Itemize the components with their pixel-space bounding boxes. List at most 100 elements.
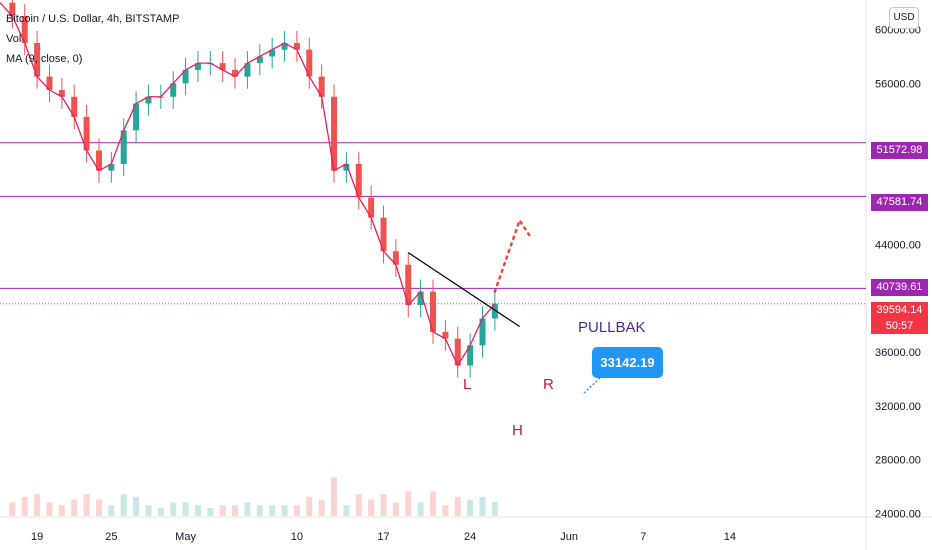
- y-tick-label: 36000.00: [875, 347, 921, 359]
- volume-bar: [170, 502, 177, 516]
- candle-body: [491, 303, 498, 319]
- candle-body: [244, 63, 251, 77]
- current-price: 39594.14: [876, 304, 923, 316]
- x-tick-label: 14: [724, 531, 736, 543]
- candle-body: [133, 103, 140, 131]
- x-tick-label: 25: [105, 531, 117, 543]
- candle-body: [318, 76, 325, 97]
- volume-bar: [442, 505, 449, 516]
- volume-bar: [21, 496, 28, 516]
- volume-bar: [380, 494, 387, 516]
- volume-bar: [207, 508, 214, 516]
- candle-body: [46, 76, 53, 91]
- volume-bar: [368, 499, 375, 516]
- volume-bar: [219, 505, 226, 516]
- price-callout[interactable]: 33142.19: [592, 347, 663, 378]
- current-price-tag: 39594.14 50:57: [871, 302, 928, 334]
- currency-button[interactable]: USD: [889, 7, 919, 29]
- candle-body: [269, 49, 276, 57]
- volume-bar: [256, 505, 263, 516]
- volume-bar: [430, 491, 436, 516]
- candle-body: [392, 251, 399, 265]
- candle-body: [343, 163, 350, 171]
- candle-body: [467, 345, 474, 366]
- volume-bar: [454, 496, 461, 516]
- volume-bar: [355, 494, 362, 516]
- x-tick-label: 19: [31, 531, 43, 543]
- projection-path: [493, 217, 534, 293]
- candle-body: [430, 291, 436, 332]
- candle-body: [120, 130, 127, 164]
- candle-body: [232, 69, 239, 77]
- volume-bar: [58, 505, 65, 516]
- candle-body: [145, 96, 152, 104]
- candle-body: [71, 96, 78, 117]
- volume-bar: [417, 502, 424, 516]
- volume-bar: [232, 505, 239, 516]
- level-tag-40739: 40739.61: [871, 279, 928, 296]
- x-tick-label: 24: [464, 531, 476, 543]
- volume-bar: [194, 505, 201, 516]
- volume-bar: [157, 508, 164, 516]
- volume-bar: [34, 494, 41, 516]
- candle-body: [194, 63, 201, 70]
- y-tick-label: 28000.00: [875, 455, 921, 467]
- volume-bar: [244, 502, 251, 516]
- bar-countdown: 50:57: [885, 320, 914, 332]
- level-tag-51572: 51572.98: [871, 142, 928, 159]
- volume-bar: [120, 494, 127, 516]
- candle-body: [95, 150, 102, 171]
- x-tick-label: 7: [640, 531, 646, 543]
- pullback-label: PULLBAK: [578, 319, 646, 336]
- volume-bar: [491, 501, 498, 516]
- candle-body: [306, 49, 313, 77]
- volume-bar: [182, 502, 189, 516]
- x-tick-label: 17: [377, 531, 389, 543]
- candle-body: [170, 83, 177, 97]
- volume-bar: [46, 502, 53, 516]
- head-label: H: [512, 422, 523, 439]
- candle-body: [256, 56, 263, 64]
- candle-body: [9, 2, 16, 17]
- x-tick-label: Jun: [560, 531, 578, 543]
- volume-bar: [467, 499, 474, 516]
- candle-body: [58, 90, 65, 97]
- candle-body: [417, 291, 424, 306]
- volume-bar: [83, 494, 90, 516]
- candle-body: [405, 264, 412, 306]
- volume-bar: [95, 499, 102, 516]
- candle-body: [281, 43, 288, 50]
- candle-body: [380, 217, 387, 252]
- ma-legend: MA (9, close, 0): [6, 53, 83, 65]
- volume-bar: [331, 477, 338, 516]
- level-tag-47581: 47581.74: [871, 194, 928, 211]
- y-tick-label: 56000.00: [875, 78, 921, 90]
- candle-body: [454, 338, 461, 366]
- x-tick-label: May: [175, 531, 196, 543]
- candle-body: [21, 16, 28, 43]
- volume-bar: [343, 505, 350, 516]
- candle-body: [219, 63, 226, 70]
- candle-body: [34, 43, 41, 77]
- volume-bar: [9, 502, 16, 516]
- callout-pointer: [583, 377, 601, 394]
- volume-bar: [133, 496, 140, 516]
- right-shoulder-label: R: [543, 376, 554, 393]
- candle-body: [479, 318, 486, 346]
- candle-body: [182, 69, 189, 84]
- y-tick-label: 32000.00: [875, 401, 921, 413]
- y-tick-label: 24000.00: [875, 508, 921, 520]
- volume-bar: [269, 505, 276, 516]
- volume-bar: [318, 499, 325, 516]
- volume-bar: [145, 505, 152, 516]
- x-tick-label: 10: [291, 531, 303, 543]
- candle-body: [368, 197, 375, 218]
- candle-body: [293, 43, 300, 50]
- symbol-title: Bitcoin / U.S. Dollar, 4h, BITSTAMP: [6, 13, 180, 25]
- candle-body: [83, 116, 90, 151]
- volume-bar: [108, 505, 115, 516]
- candle-body: [331, 96, 338, 171]
- candle-body: [108, 163, 115, 171]
- vol-legend: Vol: [6, 33, 22, 45]
